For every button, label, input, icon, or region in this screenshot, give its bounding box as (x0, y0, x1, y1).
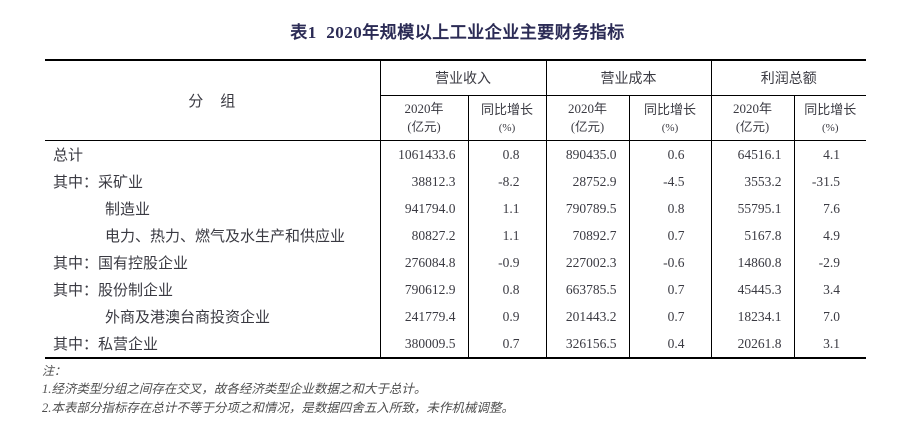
row-label: 其中：国有控股企业 (53, 256, 189, 272)
cell-value: 0.6 (628, 140, 711, 168)
cell-value: 201443.2 (545, 303, 629, 330)
cell-value: 4.1 (793, 140, 866, 168)
subheader-line2: (亿元) (735, 120, 770, 135)
cell-value: 0.8 (628, 195, 711, 222)
cell-value: 663785.5 (545, 276, 629, 303)
column-header-profit-2020: 2020年 (亿元) (710, 95, 794, 141)
table-row-foreign-invested: 外商及港澳台商投资企业 241779.4 0.9 201443.2 0.7 18… (45, 303, 866, 330)
cell-value: 0.7 (467, 330, 546, 358)
notes-label: 注： (42, 364, 67, 378)
table-row-private: 其中：私营企业 380009.5 0.7 326156.5 0.4 20261.… (45, 330, 866, 358)
column-group-profit: 利润总额 (710, 60, 866, 96)
subheader-line1: 2020年 (732, 100, 772, 116)
cell-value: -31.5 (793, 168, 866, 195)
cell-value: 941794.0 (379, 195, 468, 222)
cell-value: 28752.9 (545, 168, 629, 195)
row-label: 外商及港澳台商投资企业 (105, 310, 271, 326)
row-label: 其中：私营企业 (53, 337, 159, 353)
cell-value: 1.1 (467, 195, 546, 222)
cell-value: 14860.8 (710, 249, 794, 276)
subheader-line1: 同比增长 (643, 102, 696, 117)
cell-value: 38812.3 (379, 168, 468, 195)
subheader-line2: (亿元) (570, 120, 605, 135)
row-label: 制造业 (105, 202, 151, 218)
subheader-line2: (亿元) (407, 120, 441, 135)
column-header-revenue-growth: 同比增长 (%) (467, 95, 546, 141)
column-header-cost-2020: 2020年 (亿元) (545, 95, 629, 141)
subheader-line1: 2020年 (567, 100, 607, 116)
cell-value: 45445.3 (710, 276, 794, 303)
column-group-revenue: 营业收入 (379, 60, 546, 96)
cell-value: 64516.1 (710, 140, 794, 168)
cell-value: 241779.4 (379, 303, 468, 330)
cell-value: 1.1 (467, 222, 546, 249)
table-row-total: 总计 1061433.6 0.8 890435.0 0.6 64516.1 4.… (45, 140, 866, 168)
row-label: 其中：采矿业 (53, 175, 144, 191)
cell-value: 7.6 (793, 195, 866, 222)
note-item-2: 2.本表部分指标存在总计不等于分项之和情况，是数据四舍五入所致，未作机械调整。 (42, 400, 514, 415)
cell-value: -0.6 (628, 249, 711, 276)
cell-value: 80827.2 (379, 222, 468, 249)
cell-value: 790789.5 (545, 195, 629, 222)
column-header-profit-growth: 同比增长 (%) (793, 95, 866, 141)
cell-value: 0.9 (467, 303, 546, 330)
cell-value: 55795.1 (710, 195, 794, 222)
subheader-line1: 2020年 (404, 100, 444, 116)
header-row-groups: 分 组 营业收入 营业成本 利润总额 (45, 60, 866, 141)
column-header-group: 分 组 (45, 60, 381, 141)
cell-value: -0.9 (467, 249, 546, 276)
cell-value: 0.7 (628, 276, 711, 303)
table-row-state-holding: 其中：国有控股企业 276084.8 -0.9 227002.3 -0.6 14… (45, 249, 866, 276)
cell-value: 20261.8 (710, 330, 794, 358)
report-page: 表1 2020年规模以上工业企业主要财务指标 分 组 营业收入 营业成本 利润总… (0, 18, 915, 434)
cell-value: 326156.5 (545, 330, 629, 358)
subheader-line2: (%) (822, 121, 839, 134)
page-title: 表1 2020年规模以上工业企业主要财务指标 (290, 23, 625, 42)
column-header-revenue-2020: 2020年 (亿元) (379, 95, 468, 141)
table-row-manufacturing: 制造业 941794.0 1.1 790789.5 0.8 55795.1 7.… (45, 195, 866, 222)
row-label: 电力、热力、燃气及水生产和供应业 (105, 229, 346, 245)
column-header-cost-growth: 同比增长 (%) (628, 95, 711, 141)
cell-value: 790612.9 (379, 276, 468, 303)
cell-value: 0.8 (467, 140, 546, 168)
cell-value: 0.7 (628, 222, 711, 249)
financial-indicators-table: 分 组 营业收入 营业成本 利润总额 2020年 (亿元) 同比增长 (%) 2… (45, 59, 866, 359)
row-label: 其中：股份制企业 (53, 283, 174, 299)
cell-value: 276084.8 (379, 249, 468, 276)
cell-value: 227002.3 (545, 249, 629, 276)
cell-value: 380009.5 (379, 330, 468, 358)
cell-value: 3.1 (793, 330, 866, 358)
cell-value: 3.4 (793, 276, 866, 303)
cell-value: 1061433.6 (379, 140, 468, 168)
cell-value: -4.5 (628, 168, 711, 195)
subheader-line2: (%) (498, 121, 516, 134)
table-row-utilities: 电力、热力、燃气及水生产和供应业 80827.2 1.1 70892.7 0.7… (45, 222, 866, 249)
cell-value: 70892.7 (545, 222, 629, 249)
cell-value: 3553.2 (710, 168, 794, 195)
subheader-line1: 同比增长 (480, 102, 533, 117)
row-label: 总计 (53, 148, 84, 164)
subheader-line1: 同比增长 (804, 102, 857, 117)
subheader-line2: (%) (661, 121, 679, 134)
cell-value: -8.2 (467, 168, 546, 195)
cell-value: 0.4 (628, 330, 711, 358)
cell-value: -2.9 (793, 249, 866, 276)
cell-value: 4.9 (793, 222, 866, 249)
cell-value: 0.7 (628, 303, 711, 330)
table-notes: 注： 1.经济类型分组之间存在交叉，故各经济类型企业数据之和大于总计。 2.本表… (42, 363, 915, 417)
note-item-1: 1.经济类型分组之间存在交叉，故各经济类型企业数据之和大于总计。 (42, 382, 427, 397)
header-row-subcolumns: 2020年 (亿元) 同比增长 (%) 2020年 (亿元) 同比增长 (%) … (45, 95, 866, 141)
cell-value: 890435.0 (545, 140, 629, 168)
column-group-cost: 营业成本 (545, 60, 711, 96)
table-row-mining: 其中：采矿业 38812.3 -8.2 28752.9 -4.5 3553.2 … (45, 168, 866, 195)
cell-value: 5167.8 (710, 222, 794, 249)
table-row-share-holding: 其中：股份制企业 790612.9 0.8 663785.5 0.7 45445… (45, 276, 866, 303)
cell-value: 18234.1 (710, 303, 794, 330)
cell-value: 7.0 (793, 303, 866, 330)
cell-value: 0.8 (467, 276, 546, 303)
